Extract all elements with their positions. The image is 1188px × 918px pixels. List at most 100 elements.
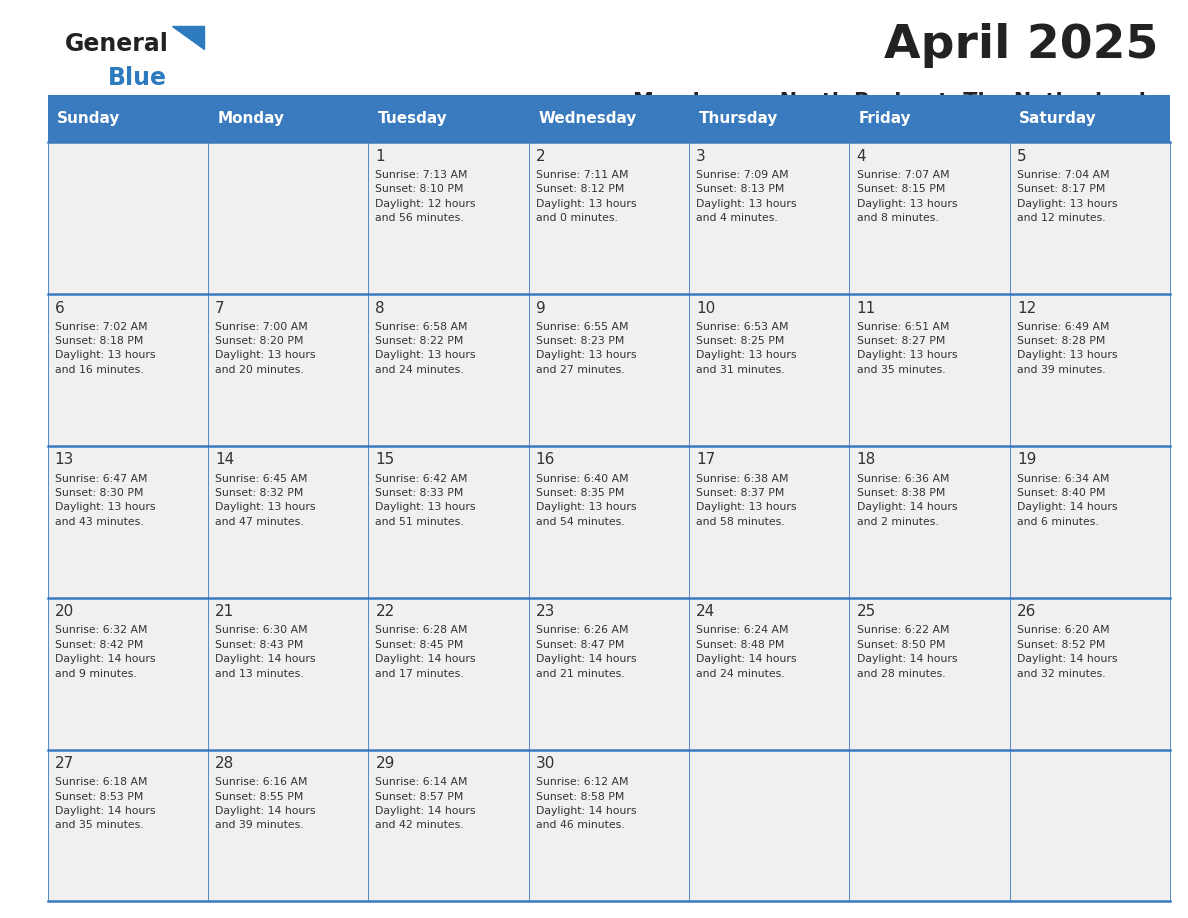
Text: 4: 4 [857,149,866,163]
Text: Sunrise: 6:47 AM
Sunset: 8:30 PM
Daylight: 13 hours
and 43 minutes.: Sunrise: 6:47 AM Sunset: 8:30 PM Dayligh… [55,474,156,527]
FancyBboxPatch shape [1010,294,1170,446]
Text: Sunrise: 6:51 AM
Sunset: 8:27 PM
Daylight: 13 hours
and 35 minutes.: Sunrise: 6:51 AM Sunset: 8:27 PM Dayligh… [857,321,958,375]
Text: 3: 3 [696,149,706,163]
Text: Friday: Friday [859,111,911,126]
Text: Sunrise: 6:20 AM
Sunset: 8:52 PM
Daylight: 14 hours
and 32 minutes.: Sunrise: 6:20 AM Sunset: 8:52 PM Dayligh… [1017,625,1118,678]
Text: Sunrise: 6:40 AM
Sunset: 8:35 PM
Daylight: 13 hours
and 54 minutes.: Sunrise: 6:40 AM Sunset: 8:35 PM Dayligh… [536,474,637,527]
Text: Sunrise: 6:26 AM
Sunset: 8:47 PM
Daylight: 14 hours
and 21 minutes.: Sunrise: 6:26 AM Sunset: 8:47 PM Dayligh… [536,625,637,678]
Text: Meerhoven, North Brabant, The Netherlands: Meerhoven, North Brabant, The Netherland… [633,92,1158,112]
Text: Sunday: Sunday [57,111,120,126]
Text: 15: 15 [375,453,394,467]
Text: Sunrise: 6:22 AM
Sunset: 8:50 PM
Daylight: 14 hours
and 28 minutes.: Sunrise: 6:22 AM Sunset: 8:50 PM Dayligh… [857,625,958,678]
Text: Sunrise: 7:13 AM
Sunset: 8:10 PM
Daylight: 12 hours
and 56 minutes.: Sunrise: 7:13 AM Sunset: 8:10 PM Dayligh… [375,170,476,223]
FancyBboxPatch shape [529,294,689,446]
FancyBboxPatch shape [48,598,208,750]
FancyBboxPatch shape [1010,750,1170,901]
Text: Sunrise: 7:00 AM
Sunset: 8:20 PM
Daylight: 13 hours
and 20 minutes.: Sunrise: 7:00 AM Sunset: 8:20 PM Dayligh… [215,321,316,375]
Text: Sunrise: 6:16 AM
Sunset: 8:55 PM
Daylight: 14 hours
and 39 minutes.: Sunrise: 6:16 AM Sunset: 8:55 PM Dayligh… [215,778,316,831]
Text: 1: 1 [375,149,385,163]
Text: Saturday: Saturday [1019,111,1097,126]
Text: Sunrise: 6:18 AM
Sunset: 8:53 PM
Daylight: 14 hours
and 35 minutes.: Sunrise: 6:18 AM Sunset: 8:53 PM Dayligh… [55,778,156,831]
Text: 6: 6 [55,300,64,316]
Text: 16: 16 [536,453,555,467]
FancyBboxPatch shape [208,598,368,750]
Text: 13: 13 [55,453,74,467]
FancyBboxPatch shape [368,598,529,750]
FancyBboxPatch shape [689,142,849,294]
Text: Sunrise: 6:49 AM
Sunset: 8:28 PM
Daylight: 13 hours
and 39 minutes.: Sunrise: 6:49 AM Sunset: 8:28 PM Dayligh… [1017,321,1118,375]
FancyBboxPatch shape [529,598,689,750]
Text: Sunrise: 6:34 AM
Sunset: 8:40 PM
Daylight: 14 hours
and 6 minutes.: Sunrise: 6:34 AM Sunset: 8:40 PM Dayligh… [1017,474,1118,527]
Text: Tuesday: Tuesday [378,111,448,126]
Text: Blue: Blue [108,66,168,90]
Text: Sunrise: 6:53 AM
Sunset: 8:25 PM
Daylight: 13 hours
and 31 minutes.: Sunrise: 6:53 AM Sunset: 8:25 PM Dayligh… [696,321,797,375]
Text: 19: 19 [1017,453,1036,467]
Text: 29: 29 [375,756,394,771]
Text: 12: 12 [1017,300,1036,316]
Text: 28: 28 [215,756,234,771]
Text: 11: 11 [857,300,876,316]
FancyBboxPatch shape [849,294,1010,446]
Text: 10: 10 [696,300,715,316]
Text: Wednesday: Wednesday [538,111,637,126]
Text: 17: 17 [696,453,715,467]
FancyBboxPatch shape [1010,446,1170,598]
FancyBboxPatch shape [529,142,689,294]
FancyBboxPatch shape [48,446,208,598]
FancyBboxPatch shape [48,95,1170,142]
Text: 30: 30 [536,756,555,771]
FancyBboxPatch shape [689,446,849,598]
Text: Sunrise: 6:24 AM
Sunset: 8:48 PM
Daylight: 14 hours
and 24 minutes.: Sunrise: 6:24 AM Sunset: 8:48 PM Dayligh… [696,625,797,678]
Text: Sunrise: 6:38 AM
Sunset: 8:37 PM
Daylight: 13 hours
and 58 minutes.: Sunrise: 6:38 AM Sunset: 8:37 PM Dayligh… [696,474,797,527]
FancyBboxPatch shape [208,750,368,901]
FancyBboxPatch shape [689,750,849,901]
Text: Sunrise: 6:30 AM
Sunset: 8:43 PM
Daylight: 14 hours
and 13 minutes.: Sunrise: 6:30 AM Sunset: 8:43 PM Dayligh… [215,625,316,678]
Text: April 2025: April 2025 [884,23,1158,68]
Text: Sunrise: 6:45 AM
Sunset: 8:32 PM
Daylight: 13 hours
and 47 minutes.: Sunrise: 6:45 AM Sunset: 8:32 PM Dayligh… [215,474,316,527]
Polygon shape [172,26,204,49]
Text: General: General [65,32,169,56]
Text: Sunrise: 6:28 AM
Sunset: 8:45 PM
Daylight: 14 hours
and 17 minutes.: Sunrise: 6:28 AM Sunset: 8:45 PM Dayligh… [375,625,476,678]
Text: 14: 14 [215,453,234,467]
FancyBboxPatch shape [689,598,849,750]
Text: Monday: Monday [217,111,284,126]
FancyBboxPatch shape [368,446,529,598]
Text: 18: 18 [857,453,876,467]
FancyBboxPatch shape [849,598,1010,750]
Text: Sunrise: 7:11 AM
Sunset: 8:12 PM
Daylight: 13 hours
and 0 minutes.: Sunrise: 7:11 AM Sunset: 8:12 PM Dayligh… [536,170,637,223]
Text: Sunrise: 6:14 AM
Sunset: 8:57 PM
Daylight: 14 hours
and 42 minutes.: Sunrise: 6:14 AM Sunset: 8:57 PM Dayligh… [375,778,476,831]
FancyBboxPatch shape [368,142,529,294]
Text: Sunrise: 6:58 AM
Sunset: 8:22 PM
Daylight: 13 hours
and 24 minutes.: Sunrise: 6:58 AM Sunset: 8:22 PM Dayligh… [375,321,476,375]
Text: 27: 27 [55,756,74,771]
FancyBboxPatch shape [208,446,368,598]
Text: 21: 21 [215,604,234,620]
Text: 25: 25 [857,604,876,620]
Text: 24: 24 [696,604,715,620]
Text: Sunrise: 6:32 AM
Sunset: 8:42 PM
Daylight: 14 hours
and 9 minutes.: Sunrise: 6:32 AM Sunset: 8:42 PM Dayligh… [55,625,156,678]
FancyBboxPatch shape [1010,598,1170,750]
FancyBboxPatch shape [208,294,368,446]
Text: 9: 9 [536,300,545,316]
Text: Sunrise: 7:07 AM
Sunset: 8:15 PM
Daylight: 13 hours
and 8 minutes.: Sunrise: 7:07 AM Sunset: 8:15 PM Dayligh… [857,170,958,223]
FancyBboxPatch shape [368,294,529,446]
Text: 20: 20 [55,604,74,620]
Text: 22: 22 [375,604,394,620]
FancyBboxPatch shape [48,750,208,901]
Text: 5: 5 [1017,149,1026,163]
Text: Sunrise: 6:55 AM
Sunset: 8:23 PM
Daylight: 13 hours
and 27 minutes.: Sunrise: 6:55 AM Sunset: 8:23 PM Dayligh… [536,321,637,375]
Text: 7: 7 [215,300,225,316]
Text: Sunrise: 6:36 AM
Sunset: 8:38 PM
Daylight: 14 hours
and 2 minutes.: Sunrise: 6:36 AM Sunset: 8:38 PM Dayligh… [857,474,958,527]
FancyBboxPatch shape [529,446,689,598]
Text: Sunrise: 6:42 AM
Sunset: 8:33 PM
Daylight: 13 hours
and 51 minutes.: Sunrise: 6:42 AM Sunset: 8:33 PM Dayligh… [375,474,476,527]
FancyBboxPatch shape [48,142,208,294]
Text: 26: 26 [1017,604,1036,620]
FancyBboxPatch shape [849,142,1010,294]
FancyBboxPatch shape [208,142,368,294]
Text: Sunrise: 6:12 AM
Sunset: 8:58 PM
Daylight: 14 hours
and 46 minutes.: Sunrise: 6:12 AM Sunset: 8:58 PM Dayligh… [536,778,637,831]
Text: 8: 8 [375,300,385,316]
FancyBboxPatch shape [529,750,689,901]
Text: Sunrise: 7:02 AM
Sunset: 8:18 PM
Daylight: 13 hours
and 16 minutes.: Sunrise: 7:02 AM Sunset: 8:18 PM Dayligh… [55,321,156,375]
Text: Sunrise: 7:09 AM
Sunset: 8:13 PM
Daylight: 13 hours
and 4 minutes.: Sunrise: 7:09 AM Sunset: 8:13 PM Dayligh… [696,170,797,223]
Text: 2: 2 [536,149,545,163]
FancyBboxPatch shape [849,750,1010,901]
